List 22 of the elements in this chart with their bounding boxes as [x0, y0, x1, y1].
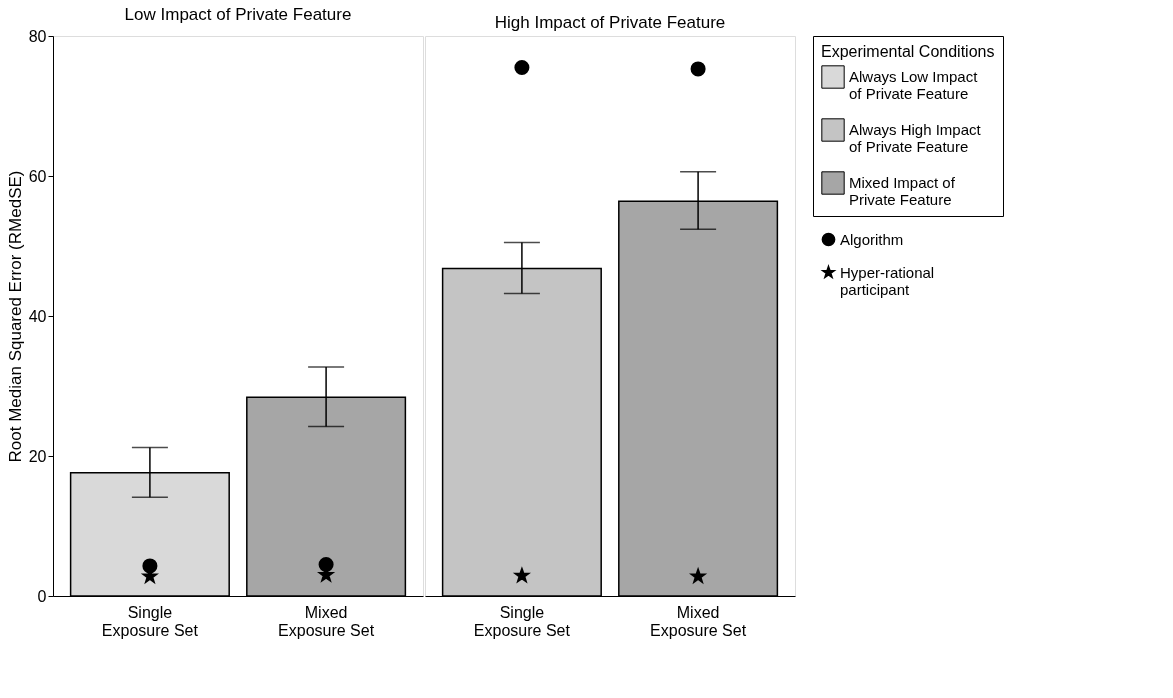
x-tick-label: Single Exposure Set: [473, 603, 571, 639]
legend-label: Hyper-rational participant: [840, 263, 935, 298]
x-tick-label: Single Exposure Set: [101, 603, 199, 639]
legend-label: Algorithm: [840, 230, 904, 248]
y-tick-label: 80: [28, 27, 47, 45]
point: [514, 59, 530, 76]
legend-label: Always Low Impact of Private Feature: [849, 68, 979, 102]
y-tick-label: 20: [28, 447, 47, 465]
legend-label: Mixed Impact of Private Feature: [849, 174, 956, 208]
y-tick-label: 0: [37, 587, 47, 605]
y-tick-label: 40: [28, 307, 47, 325]
x-tick-label: Mixed Exposure Set: [650, 603, 747, 639]
legend-label: Always High Impact of Private Feature: [849, 121, 982, 155]
x-tick-label: Mixed Exposure Set: [278, 603, 375, 639]
point: [690, 568, 706, 583]
chart-title: Low Impact of Private Feature: [124, 5, 352, 24]
point: [690, 61, 706, 77]
y-tick-label: 60: [28, 167, 47, 185]
chart-title: High Impact of Private Feature: [494, 12, 726, 32]
legend-title: Experimental Conditions: [821, 43, 995, 60]
y-axis-title: Root Median Squared Error (RMedSE): [5, 170, 25, 463]
point: [514, 568, 530, 582]
